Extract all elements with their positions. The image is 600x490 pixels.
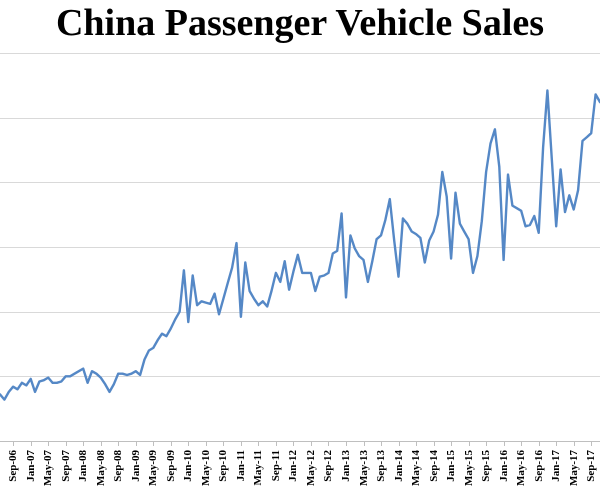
x-axis-label: Jan-08 [77, 450, 90, 482]
x-axis-label: Sep-14 [427, 450, 440, 482]
x-axis-label: Sep-11 [269, 450, 282, 482]
x-axis-label: May-13 [357, 450, 370, 487]
x-axis-label: Jan-16 [497, 450, 510, 482]
chart-title: China Passenger Vehicle Sales [55, 2, 545, 44]
x-axis-label: May-14 [410, 450, 423, 487]
x-axis-label: Sep-10 [217, 450, 230, 482]
sales-line [0, 89, 600, 401]
x-axis-label: Jan-07 [24, 450, 37, 482]
x-axis-label: May-12 [304, 450, 317, 487]
x-axis-label: Sep-16 [532, 450, 545, 482]
x-axis-label: Sep-07 [59, 450, 72, 482]
x-axis-label: Sep-15 [480, 450, 493, 482]
x-axis-label: Jan-17 [550, 450, 563, 482]
x-axis-label: May-07 [42, 450, 55, 487]
x-axis-label: Jan-13 [339, 450, 352, 482]
x-axis-ticks [13, 442, 592, 446]
x-axis-label: May-16 [515, 450, 528, 487]
x-axis-label: Sep-06 [7, 450, 20, 482]
x-axis-label: Jan-15 [445, 450, 458, 482]
x-axis-label: Jan-12 [287, 450, 300, 482]
x-axis-label: May-17 [567, 450, 580, 487]
x-axis-label: May-08 [94, 450, 107, 487]
x-axis-label: May-15 [462, 450, 475, 487]
gridlines [0, 53, 600, 377]
x-axis-label: Jan-10 [182, 450, 195, 482]
x-axis-label: Sep-09 [164, 450, 177, 482]
x-axis-label: Sep-08 [112, 450, 125, 482]
x-axis-label: Sep-12 [322, 450, 335, 482]
x-axis-label: May-11 [252, 450, 265, 486]
x-axis-label: May-10 [199, 450, 212, 487]
x-axis-label: Jan-11 [234, 450, 247, 482]
x-axis-label: Jan-09 [129, 450, 142, 482]
x-axis-label: Jan-14 [392, 450, 405, 482]
x-axis-label: May-09 [147, 450, 160, 487]
x-axis-label: Sep-17 [585, 450, 598, 482]
x-axis-label: Sep-13 [375, 450, 388, 482]
